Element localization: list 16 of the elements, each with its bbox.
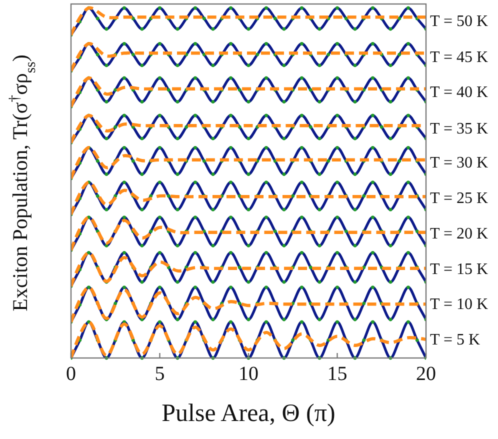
- series-label: T = 50 K: [430, 12, 489, 30]
- series-label: T = 30 K: [430, 154, 489, 172]
- x-tick-label: 15: [327, 363, 348, 385]
- series-label: T = 35 K: [430, 120, 489, 138]
- x-axis-title: Pulse Area, Θ (π): [162, 400, 336, 427]
- series-label: T = 45 K: [430, 48, 489, 66]
- series-label: T = 20 K: [430, 225, 489, 242]
- x-tick-label: 10: [238, 363, 258, 385]
- series-label: T = 25 K: [430, 190, 489, 207]
- x-tick-label: 5: [154, 363, 165, 385]
- series-label: T = 15 K: [430, 260, 489, 278]
- series-label: T = 10 K: [430, 296, 489, 314]
- series-label: T = 40 K: [430, 84, 489, 101]
- x-tick-label: 20: [416, 363, 436, 385]
- x-tick-label: 0: [66, 363, 76, 385]
- series-label: T = 5 K: [430, 331, 481, 348]
